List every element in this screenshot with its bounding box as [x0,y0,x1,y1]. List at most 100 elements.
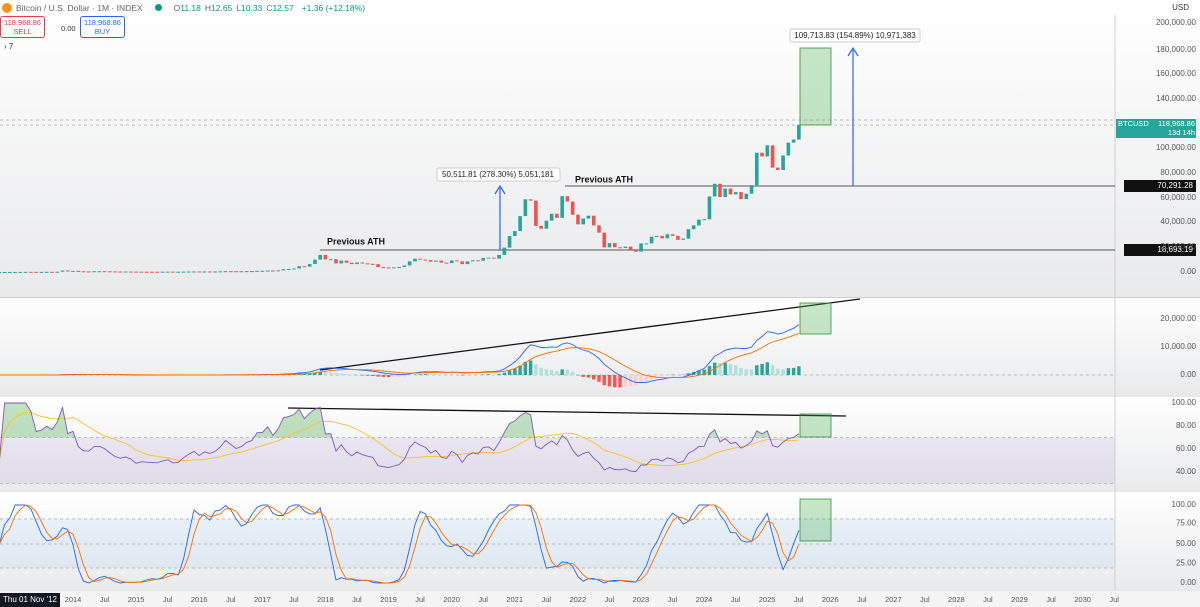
candle [423,259,428,261]
candle [50,271,54,273]
level-tag-text: 18,693.19 [1157,245,1193,254]
macd-hist [549,369,554,375]
ohlc: O11.18 H12.65 L10.33 C12.57 [174,3,298,13]
candle [428,260,433,262]
macd-hist [723,362,727,375]
candle [97,271,102,273]
macd-hist [644,375,649,382]
time-label: Jul [920,595,930,604]
axis-label: 25.00 [1176,559,1197,568]
candle [355,262,359,265]
macd [0,324,801,388]
indicators-count: 7 [8,42,14,51]
axis-label: 100,000.00 [1156,143,1197,152]
candle [213,271,217,273]
macd-hist [702,369,706,375]
candle [102,271,107,273]
candle [749,185,754,194]
macd-hist [718,363,722,375]
macd-hist [402,375,407,377]
macd-hist [649,375,654,380]
candle [360,262,365,264]
ath-label: Previous ATH [327,236,385,246]
candle [555,213,559,218]
time-label: Jul [668,595,678,604]
candle [255,270,259,272]
macd-hist [707,366,712,375]
macd-hist [523,361,528,375]
axis-label: 140,000.00 [1156,94,1197,103]
candle [449,260,454,264]
candle [402,265,407,267]
time-label: 2025 [759,595,776,604]
candle [123,271,128,273]
macd-hist [686,373,691,375]
candle [733,192,738,195]
currency[interactable]: USD [1172,3,1189,12]
time-label: Jul [478,595,488,604]
time-label: 2023 [633,595,650,604]
candle [528,199,533,201]
time-label: Jul [226,595,236,604]
time-label: Jul [289,595,299,604]
candle [492,257,496,259]
macd-hist [302,373,307,375]
time-label: 2017 [254,595,271,604]
candle [718,183,722,198]
candle [265,270,270,272]
indicators-toggle[interactable]: › 7 [4,42,14,51]
macd-hist [565,369,570,375]
candle [518,216,522,232]
time-label: 2028 [948,595,965,604]
candle [602,232,607,248]
macd-hist [518,365,522,375]
candle [465,261,470,265]
candle [181,271,186,273]
macd-hist [581,375,585,377]
time-label: Jul [731,595,741,604]
candle [292,268,296,270]
candle [155,271,159,273]
candle [381,267,386,269]
time-label: Jul [352,595,362,604]
macd-hist [655,375,659,378]
candle [328,259,333,261]
ohlc-label: L [236,2,242,13]
candle [281,269,286,271]
buy-button[interactable]: 118,968.86 BUY [80,16,125,38]
candle [634,250,638,252]
macd-hist [492,374,496,375]
candle [250,271,254,273]
axis-label: 20,000.00 [1160,242,1196,251]
candle [776,167,780,170]
macd-hist [776,368,780,375]
drawings [287,28,1115,542]
axis-label: 10,000.00 [1160,342,1196,351]
macd-hist [734,365,738,375]
candle [44,271,49,273]
macd-hist [297,374,301,375]
candle [197,271,202,273]
stoch-pane [0,492,1200,590]
candle [623,246,628,249]
time-label: 2024 [696,595,713,604]
macd-hist [376,375,380,377]
candle [697,219,701,226]
ohlc-label: C [266,2,273,13]
macd-hist [623,375,627,387]
time-label: Jul [415,595,425,604]
symbol[interactable]: Bitcoin / U.S. Dollar · 1M · INDEX [16,2,143,13]
candle [444,262,449,264]
candle [229,271,233,273]
candle [165,271,170,273]
level-tag [1124,180,1196,192]
sell-button[interactable]: 118,968.86 SELL [0,16,45,38]
macd-hist [308,373,312,375]
rsi [0,402,800,473]
candle [276,270,280,272]
candle [81,271,86,273]
candle [576,214,580,225]
candle [223,271,228,273]
candle [218,271,223,273]
candle [65,270,70,272]
